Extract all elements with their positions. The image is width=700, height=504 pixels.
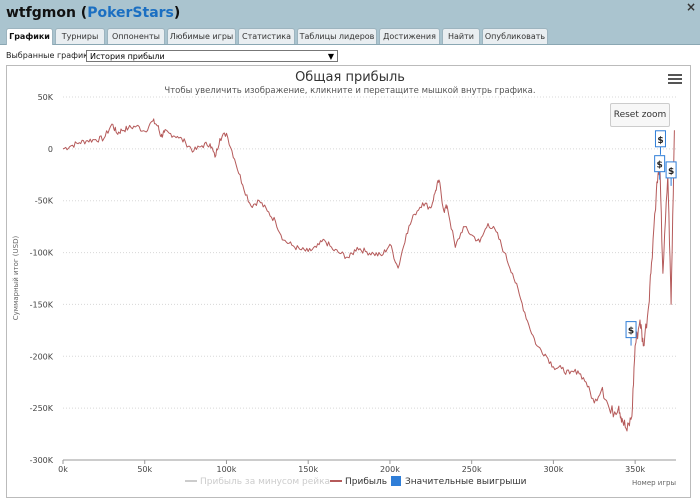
reset-zoom-button[interactable]: Reset zoom (610, 103, 670, 127)
tab-favorite-games[interactable]: Любимые игры (167, 28, 236, 44)
tab-achievements[interactable]: Достижения (379, 28, 440, 44)
title-user: wtfgmon (6, 5, 76, 21)
big-win-flag[interactable]: $ (665, 161, 677, 186)
chart-select-value: История прибыли (90, 52, 165, 61)
tab-publish[interactable]: Опубликовать (482, 28, 548, 44)
x-tick-label: 0k (58, 465, 68, 474)
series-line-profit (62, 118, 675, 432)
legend-symbol-big-wins (391, 476, 401, 486)
selected-charts-label: Выбранные графики: (6, 51, 96, 60)
x-tick-label: 250k (462, 465, 482, 474)
flag-label: $ (668, 167, 674, 177)
chart-container[interactable] (6, 65, 691, 498)
y-tick-label: -150K (30, 300, 54, 309)
big-win-flag[interactable]: $ (625, 321, 637, 346)
chart-menu-icon[interactable] (668, 72, 682, 86)
tab-opponents[interactable]: Оппоненты (107, 28, 165, 44)
y-axis-title: Суммарный итог (USD) (12, 236, 20, 321)
flag-label: $ (657, 136, 663, 146)
x-tick-label: 100k (217, 465, 237, 474)
close-icon[interactable]: × (685, 0, 696, 14)
y-tick-label: -300K (30, 456, 54, 465)
flag-label: $ (628, 327, 634, 337)
legend-item-net-profit[interactable]: Прибыль за минусом рейка (200, 477, 330, 487)
tab-bar: Графики Турниры Оппоненты Любимые игры С… (0, 27, 700, 45)
window-title: wtfgmon (PokerStars) (6, 5, 181, 21)
chart-title: Общая прибыль (295, 70, 405, 85)
tab-charts[interactable]: Графики (6, 28, 53, 45)
y-tick-label: -100K (30, 249, 54, 258)
chart-legend: Прибыль за минусом рейка Прибыль Значите… (185, 476, 527, 487)
x-tick-label: 350k (625, 465, 645, 474)
legend-item-big-wins[interactable]: Значительные выигрыши (405, 477, 527, 487)
y-tick-label: 0 (48, 145, 53, 154)
chart-subtitle: Чтобы увеличить изображение, кликните и … (164, 86, 535, 96)
tab-find[interactable]: Найти (442, 28, 480, 44)
y-tick-label: -200K (30, 352, 54, 361)
tab-statistics[interactable]: Статистика (238, 28, 295, 44)
legend-item-profit[interactable]: Прибыль (345, 477, 387, 487)
tab-leaderboards[interactable]: Таблицы лидеров (297, 28, 377, 44)
y-tick-label: 50K (38, 93, 54, 102)
chart-select[interactable]: История прибыли ▼ (86, 50, 338, 62)
big-win-flag[interactable]: $ (654, 130, 666, 155)
y-tick-label: -50K (35, 197, 54, 206)
flag-label: $ (657, 161, 663, 171)
y-tick-label: -250K (30, 404, 54, 413)
tab-tournaments[interactable]: Турниры (55, 28, 105, 44)
big-win-flag[interactable]: $ (654, 155, 666, 180)
title-site-link[interactable]: PokerStars (87, 5, 174, 21)
x-axis-title: Номер игры (632, 479, 676, 487)
x-tick-label: 300k (543, 465, 563, 474)
x-tick-label: 150k (298, 465, 318, 474)
x-tick-label: 200k (380, 465, 400, 474)
dropdown-arrow-icon: ▼ (327, 52, 334, 61)
window-titlebar: wtfgmon (PokerStars) × (0, 0, 700, 27)
x-tick-label: 50k (137, 465, 152, 474)
